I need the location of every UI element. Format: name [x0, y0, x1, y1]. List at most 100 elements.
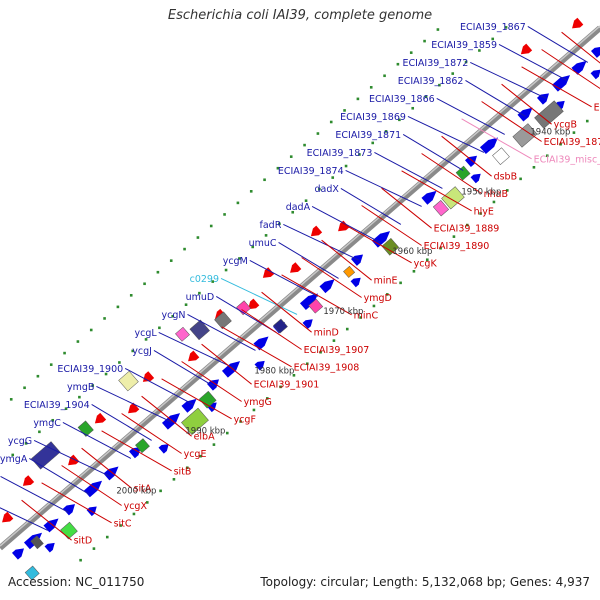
- kbp-tick-label: 1980 kbp: [254, 367, 294, 377]
- leader-line: [33, 439, 111, 477]
- leader-line: [283, 223, 360, 261]
- tick-dot: [104, 372, 108, 376]
- reverse-gene-arrow: [290, 262, 302, 273]
- tick-dot: [79, 558, 82, 562]
- forward-gene-arrow: [319, 279, 335, 294]
- forward-gene-arrow: [590, 46, 600, 58]
- leader-line: [361, 205, 422, 246]
- feature-box-shape: [198, 390, 217, 409]
- reverse-gene-arrow-shape: [128, 402, 140, 414]
- forward-gene-arrow: [83, 480, 103, 498]
- leader-line: [124, 367, 194, 405]
- tick-dot: [316, 132, 320, 135]
- tick-dot: [198, 291, 201, 295]
- gene-label: ECIAI39_1871: [335, 130, 401, 141]
- forward-gene-arrow: [517, 107, 533, 122]
- tick-dot: [172, 477, 176, 481]
- tick-dot: [263, 178, 266, 182]
- tick-dot: [545, 154, 549, 158]
- leader-line: [402, 133, 464, 171]
- forward-gene-arrow: [253, 336, 269, 351]
- tick-dot: [409, 51, 413, 54]
- leader-line: [521, 66, 592, 108]
- tick-dot: [491, 37, 495, 41]
- tick-dot: [143, 282, 146, 286]
- tick-dot: [504, 26, 508, 29]
- tick-dot: [145, 501, 149, 504]
- forward-gene-arrow-shape: [43, 518, 59, 533]
- tick-dot: [332, 339, 336, 342]
- feature-box-shape: [24, 565, 40, 581]
- reverse-gene-arrow: [338, 220, 350, 232]
- feature-box: [181, 407, 209, 435]
- tick-dot: [572, 131, 576, 134]
- forward-gene-arrow-shape: [551, 75, 571, 92]
- gene-label: ECIAI39_1873: [307, 148, 373, 159]
- gene-label: ycgF: [234, 414, 256, 425]
- tick-dot: [159, 489, 162, 493]
- gene-label: ycgJ: [132, 346, 152, 357]
- forward-gene-arrow-shape: [571, 60, 587, 75]
- reverse-gene-arrow: [572, 17, 584, 29]
- feature-box: [30, 535, 44, 550]
- tick-dot: [425, 258, 429, 262]
- feature-box-shape: [381, 237, 400, 256]
- feature-box: [432, 200, 450, 217]
- forward-gene-arrow-shape: [299, 293, 319, 311]
- forward-gene-arrow-shape: [371, 231, 391, 248]
- tick-dot: [239, 420, 242, 423]
- reverse-gene-arrow-shape: [2, 511, 14, 523]
- leader-line: [301, 257, 362, 298]
- tick-dot: [423, 39, 426, 43]
- gene-label: sitA: [134, 484, 152, 495]
- gene-label: ycgL: [135, 328, 158, 339]
- forward-gene-arrow-shape: [206, 379, 220, 391]
- label-leader-lines: [0, 25, 600, 541]
- tick-dot: [9, 398, 13, 401]
- feature-box-shape: [175, 326, 190, 342]
- forward-gene-arrow: [554, 100, 565, 111]
- gene-label: ycgM: [223, 256, 248, 267]
- tick-dot: [398, 118, 401, 122]
- tick-dot: [38, 430, 41, 434]
- tick-dot: [105, 535, 109, 539]
- reverse-gene-arrow: [310, 225, 323, 237]
- feature-box-shape: [492, 147, 510, 165]
- tick-dot: [89, 328, 93, 332]
- forward-gene-arrow: [302, 319, 313, 329]
- forward-gene-arrow-shape: [128, 446, 142, 459]
- gene-label: minC: [354, 310, 379, 321]
- gene-label: ECIAI39_1904: [24, 400, 90, 411]
- gene-label: ECIAI39_1866: [369, 94, 435, 105]
- leader-line: [421, 153, 482, 194]
- tick-dot: [92, 547, 96, 550]
- tick-dot: [119, 524, 122, 527]
- leader-line: [501, 83, 552, 125]
- tick-dot: [369, 86, 373, 89]
- tick-dot: [252, 408, 256, 412]
- forward-gene-arrow: [571, 60, 587, 75]
- tick-dot: [24, 442, 28, 445]
- forward-gene-arrow-shape: [181, 398, 197, 413]
- tick-dot: [63, 351, 66, 355]
- feature-box: [308, 298, 324, 314]
- tick-dot: [23, 386, 26, 390]
- tick-dot: [211, 280, 215, 283]
- forward-gene-arrow-shape: [11, 548, 25, 560]
- leader-line: [101, 430, 172, 472]
- feature-box-shape: [181, 407, 209, 435]
- tick-dot: [196, 236, 200, 239]
- tick-dot: [199, 454, 202, 458]
- feature-box: [214, 311, 232, 330]
- tick-dot: [344, 164, 348, 168]
- tick-dot: [224, 268, 228, 272]
- forward-gene-arrow-shape: [590, 69, 600, 80]
- tick-dot: [223, 213, 226, 216]
- gene-label: ECIAI39_1878: [594, 102, 600, 113]
- leader-line: [201, 343, 252, 385]
- feature-box: [198, 390, 217, 409]
- forward-gene-arrow: [221, 361, 241, 378]
- leader-line: [561, 31, 600, 64]
- tick-dot: [183, 247, 186, 251]
